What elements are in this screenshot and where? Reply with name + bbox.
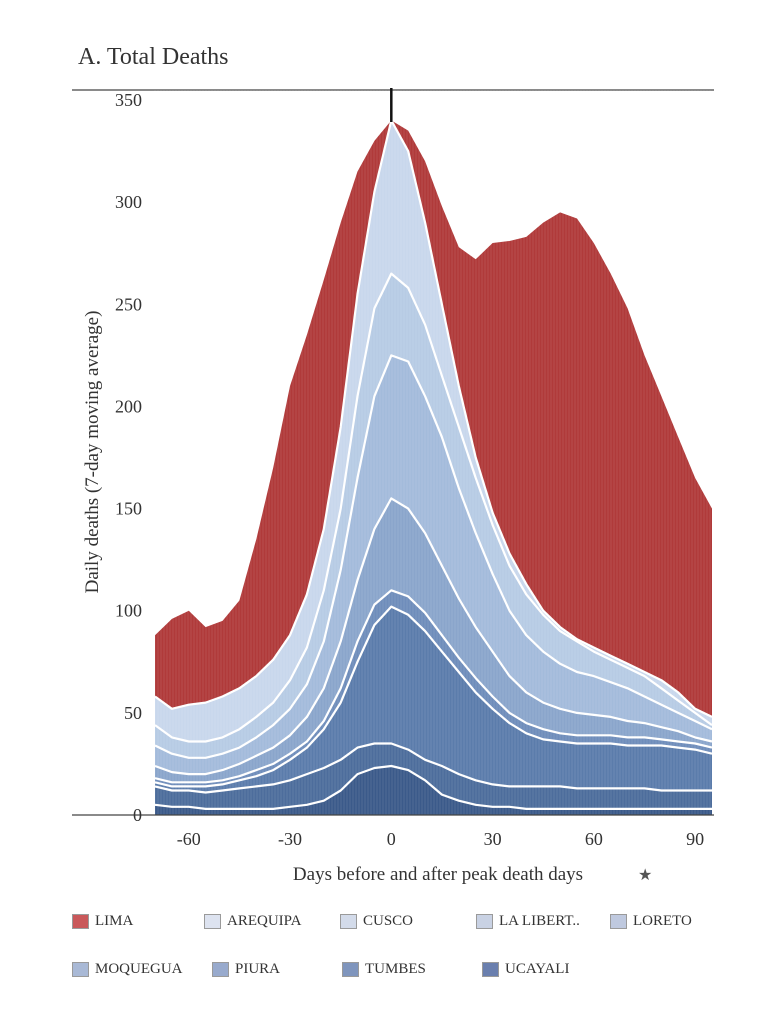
legend-swatch (610, 913, 627, 929)
legend-item-la-libert-[interactable]: LA LIBERT.. (476, 913, 580, 930)
legend-item-piura[interactable]: PIURA (212, 961, 280, 978)
legend-swatch (212, 961, 229, 977)
separator-la-libert- (154, 354, 713, 759)
separator-loreto (154, 497, 713, 776)
legend-label: LORETO (633, 912, 692, 929)
y-tick-label: 50 (124, 703, 142, 723)
y-axis-label: Daily deaths (7-day moving average) (82, 311, 103, 594)
x-tick-label: 60 (585, 829, 603, 849)
y-axis-ticks: 0 50 100 150 200 250 300 350 (115, 90, 142, 825)
y-tick-label: 150 (115, 499, 142, 519)
separator-tumbes (154, 742, 712, 794)
legend-label: LA LIBERT.. (499, 912, 580, 929)
legend-swatch (204, 913, 221, 929)
area-piura[interactable] (155, 606, 712, 815)
x-tick-label: 30 (484, 829, 502, 849)
y-tick-label: 350 (115, 90, 142, 110)
area-ucayali[interactable] (155, 766, 712, 815)
y-tick-label: 300 (115, 192, 142, 212)
legend-row-1: LIMA AREQUIPA CUSCO LA LIBERT.. LORETO (72, 908, 722, 934)
area-tumbes[interactable] (155, 743, 712, 816)
separator-arequipa (154, 119, 713, 718)
y-tick-label: 100 (115, 601, 142, 621)
legend-swatch (340, 913, 357, 929)
legend-label: MOQUEGUA (95, 960, 183, 977)
legend-swatch (342, 961, 359, 977)
legend-label: TUMBES (365, 960, 426, 977)
x-tick-label: -30 (278, 829, 302, 849)
pin-icon[interactable]: ★ (638, 867, 652, 884)
separator-piura (154, 605, 713, 788)
bar-texture (154, 90, 711, 815)
legend-label: AREQUIPA (227, 912, 302, 929)
legend-swatch (72, 913, 89, 929)
legend-item-cusco[interactable]: CUSCO (340, 913, 413, 930)
x-tick-label: 90 (686, 829, 704, 849)
legend-swatch (476, 913, 493, 929)
legend-label: PIURA (235, 960, 281, 977)
legend: LIMA AREQUIPA CUSCO LA LIBERT.. LORETO MOQUE… (72, 908, 722, 1004)
legend-item-tumbes[interactable]: TUMBES (342, 961, 426, 978)
x-tick-label: -60 (177, 829, 201, 849)
legend-swatch (482, 961, 499, 977)
x-tick-label: 0 (387, 829, 396, 849)
legend-item-arequipa[interactable]: AREQUIPA (204, 913, 301, 930)
separator-cusco (154, 272, 713, 743)
chart-title: A. Total Deaths (78, 44, 229, 70)
x-axis-label: Days before and after peak death days (293, 864, 583, 885)
legend-label: CUSCO (363, 912, 414, 929)
legend-swatch (72, 961, 89, 977)
x-axis-ticks: -60 -30 0 30 60 90 (177, 829, 704, 849)
y-tick-label: 200 (115, 396, 142, 416)
plot-area (72, 88, 714, 816)
legend-label: LIMA (95, 912, 134, 929)
y-tick-label: 250 (115, 294, 142, 314)
legend-label: UCAYALI (505, 960, 570, 977)
legend-item-moquegua[interactable]: MOQUEGUA (72, 961, 183, 978)
legend-item-lima[interactable]: LIMA (72, 913, 133, 930)
y-tick-label: 0 (133, 805, 142, 825)
separator-moquegua (154, 589, 713, 784)
legend-row-2: MOQUEGUA PIURA TUMBES UCAYALI (72, 956, 722, 982)
legend-item-ucayali[interactable]: UCAYALI (482, 961, 569, 978)
legend-item-loreto[interactable]: LORETO (610, 913, 692, 930)
separator-ucayali (154, 764, 712, 810)
